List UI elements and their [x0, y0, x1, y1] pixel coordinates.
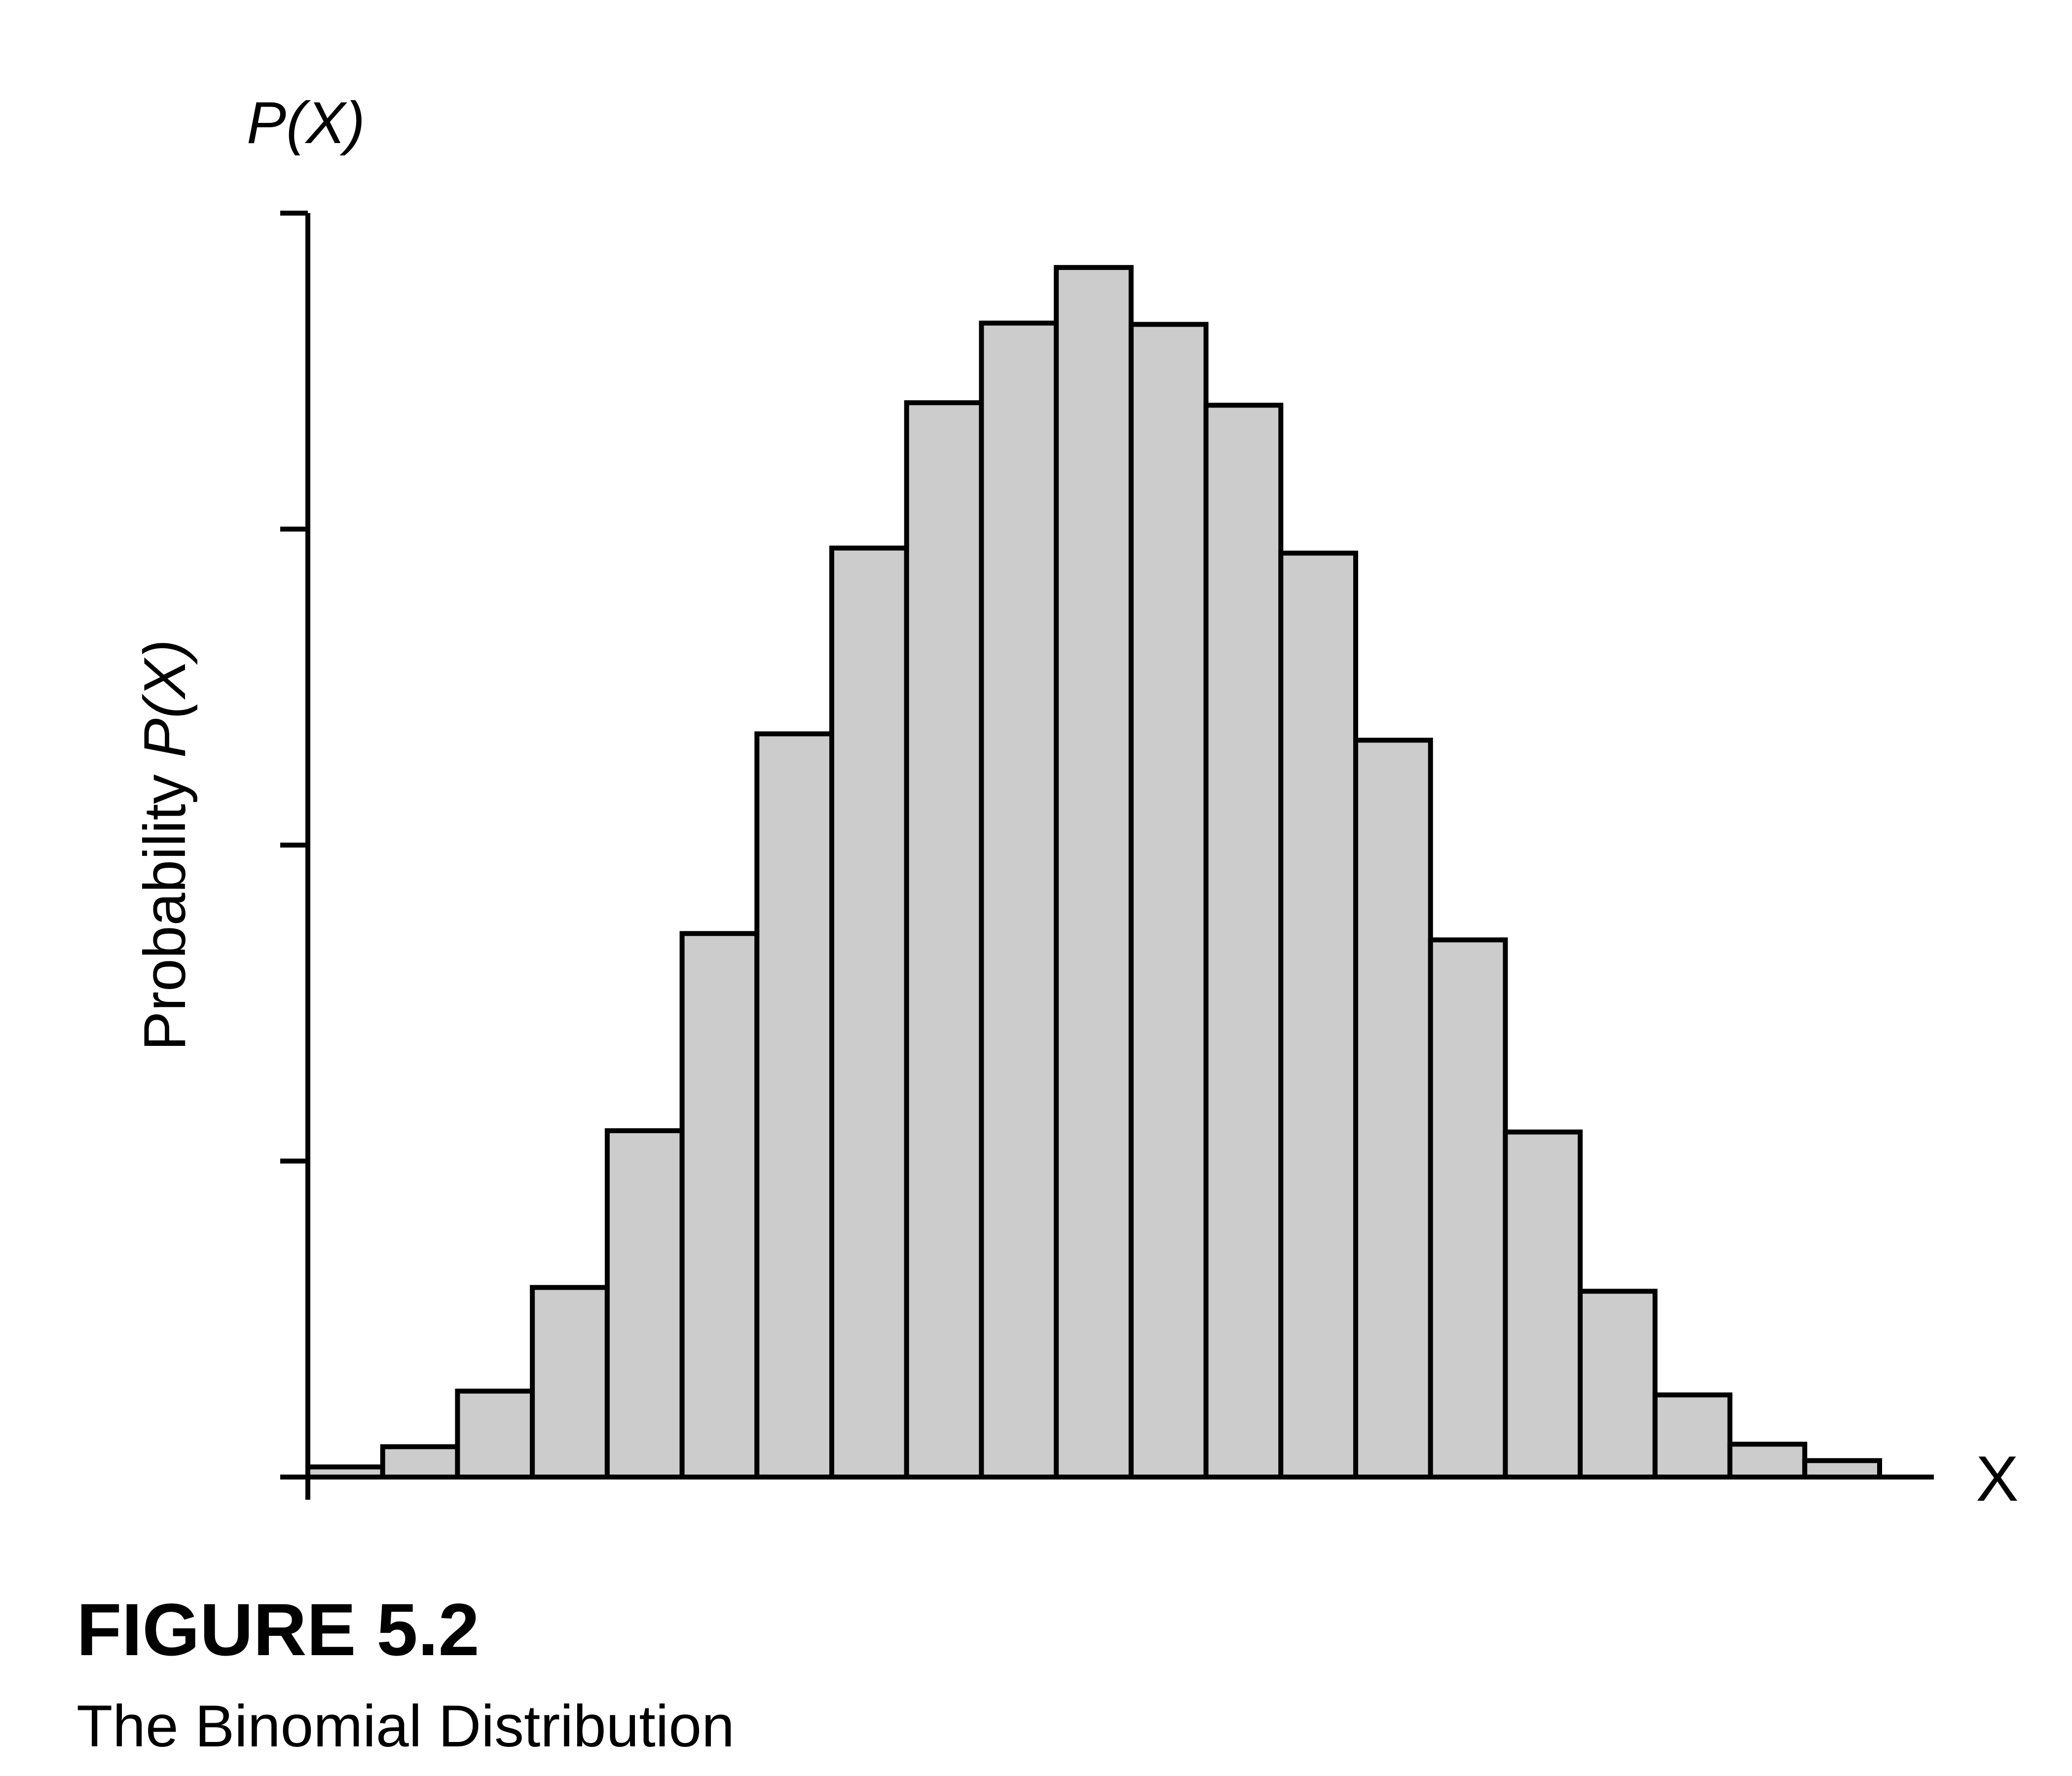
histogram-bar — [1353, 738, 1433, 1480]
histogram-bar — [979, 320, 1059, 1480]
histogram-bar — [604, 1128, 685, 1480]
histogram-bar — [829, 545, 909, 1480]
y-ticks-group — [280, 211, 308, 1480]
histogram-bar — [1054, 265, 1134, 1480]
histogram-bar — [380, 1444, 460, 1480]
histogram-bar — [1428, 937, 1508, 1480]
histogram-bar — [1203, 403, 1284, 1480]
y-axis-title: P(X) — [247, 90, 365, 156]
histogram-bar — [754, 731, 835, 1480]
histogram-bar — [1578, 1289, 1658, 1480]
histogram-bar — [530, 1285, 610, 1480]
y-axis-label-prefix: Probability — [132, 758, 198, 1051]
histogram-bar — [1727, 1442, 1808, 1480]
histogram-bar — [1278, 551, 1359, 1480]
y-axis-label: Probability P(X) — [132, 639, 198, 1051]
histogram-bar — [1128, 322, 1209, 1480]
histogram-bar — [455, 1388, 535, 1480]
histogram-bar — [1802, 1458, 1883, 1480]
histogram-bar — [1652, 1392, 1733, 1480]
bars-group — [305, 265, 1883, 1480]
histogram-bar — [904, 400, 984, 1480]
histogram-bar — [1503, 1129, 1583, 1480]
figure-label: FIGURE 5.2 — [76, 1588, 480, 1671]
y-axis-label-var: P(X) — [132, 639, 198, 758]
x-axis-title: X — [1976, 1443, 2019, 1515]
figure-caption: The Binomial Distribution — [76, 1693, 735, 1759]
histogram-bar — [679, 931, 760, 1480]
